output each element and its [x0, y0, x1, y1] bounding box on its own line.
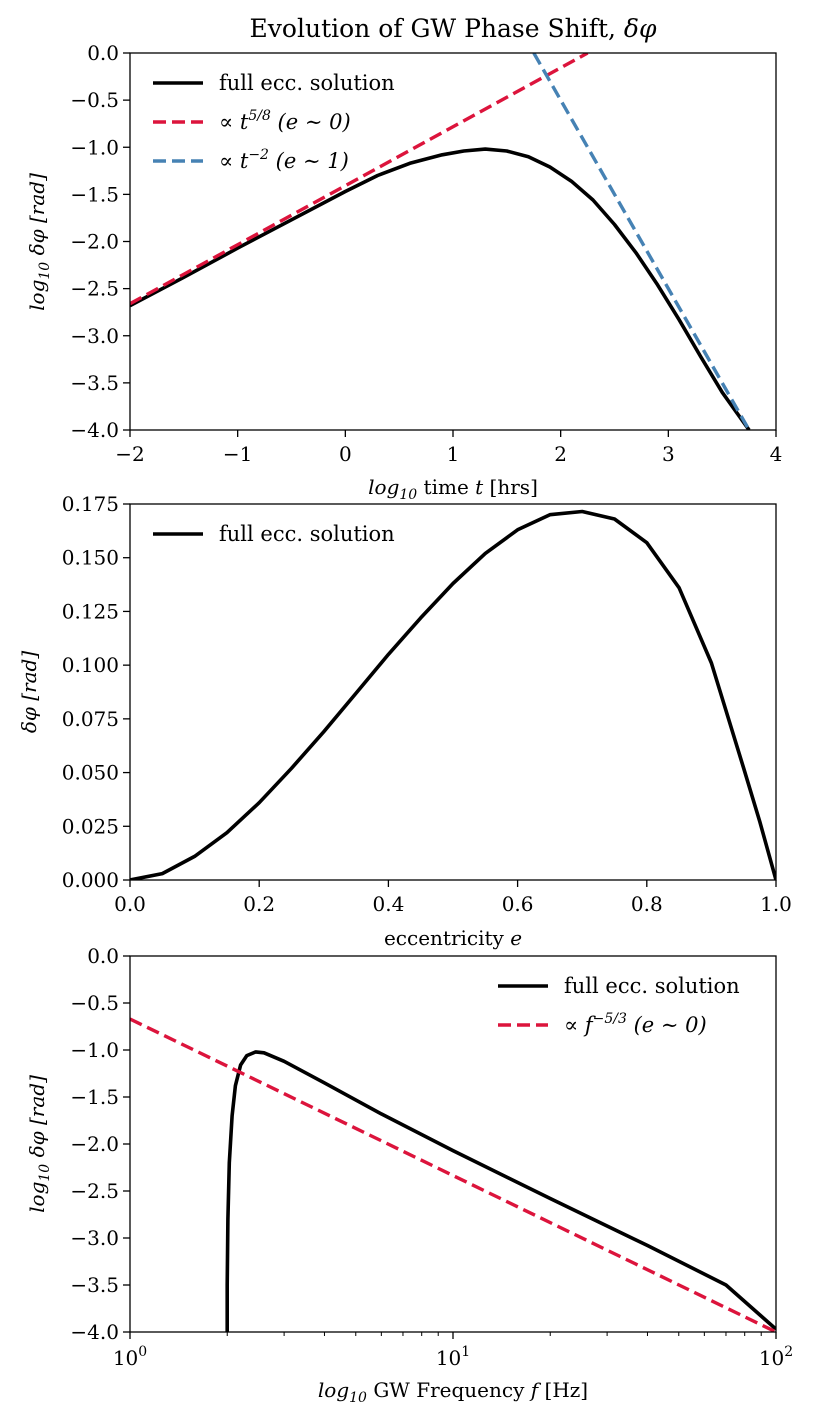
legend-label-t-5-8-e-0: ∝ t5/8 (e ∼ 0) — [219, 108, 351, 134]
x-tick-label: 101 — [436, 1344, 470, 1370]
series-line-full-ecc-solution — [130, 147, 751, 430]
x-axis-label: eccentricity e — [384, 926, 522, 950]
x-tick-label: −2 — [115, 442, 144, 466]
y-tick-label: −2.5 — [70, 277, 119, 301]
x-tick-label: 102 — [759, 1344, 793, 1370]
x-tick-label: 4 — [770, 442, 783, 466]
y-tick-label: 0.050 — [62, 761, 119, 785]
legend: full ecc. solution ∝ t5/8 (e ∼ 0) ∝ t−2 (e… — [153, 71, 395, 173]
y-tick-label: 0.100 — [62, 653, 119, 677]
y-tick-label: −0.5 — [70, 88, 119, 112]
y-tick-label: −3.0 — [70, 324, 119, 348]
legend: full ecc. solution — [153, 522, 395, 546]
y-tick-label: −2.0 — [70, 230, 119, 254]
legend-label-full-ecc-solution: full ecc. solution — [564, 974, 740, 998]
y-tick-label: 0.000 — [62, 868, 119, 892]
y-tick-label: −1.5 — [70, 1085, 119, 1109]
panel-eccentricity: 0.175 0.150 0.125 0.100 0.075 0.050 0.025 0.000… — [17, 492, 792, 950]
series-line-full-ecc-solution — [225, 1050, 776, 1332]
y-axis-label: δφ [rad] — [17, 651, 41, 733]
y-tick-label: 0.125 — [62, 599, 119, 623]
x-axis-label: log10 time t [hrs] — [368, 475, 538, 503]
y-tick-label: −2.5 — [70, 1179, 119, 1203]
y-tick-label: 0.025 — [62, 814, 119, 838]
x-tick-label: −1 — [223, 442, 252, 466]
x-tick-label: 1.0 — [760, 892, 792, 916]
legend-label-t-2-e-1: ∝ t−2 (e ∼ 1) — [219, 147, 349, 173]
plot-frame — [129, 503, 777, 881]
x-tick-label: 0.6 — [502, 892, 534, 916]
y-tick-label: −3.0 — [70, 1226, 119, 1250]
legend: full ecc. solution ∝ f−5/3 (e ∼ 0) — [498, 974, 740, 1037]
y-tick-label: −4.0 — [70, 418, 119, 442]
x-axis-label: log10 GW Frequency f [Hz] — [318, 1378, 588, 1406]
y-tick-label: 0.175 — [62, 492, 119, 516]
y-tick-label: −1.0 — [70, 1038, 119, 1062]
series-line-t-5-8-e-0 — [130, 53, 589, 306]
x-tick-label: 3 — [662, 442, 675, 466]
y-tick-label: 0.0 — [87, 944, 119, 968]
x-tick-label: 0.8 — [631, 892, 663, 916]
y-tick-label: −0.5 — [70, 991, 119, 1015]
y-tick-label: −3.5 — [70, 1273, 119, 1297]
y-tick-label: 0.0 — [87, 41, 119, 65]
legend-label-full-ecc-solution: full ecc. solution — [219, 522, 395, 546]
legend-label-full-ecc-solution: full ecc. solution — [219, 71, 395, 95]
x-tick-label: 0.0 — [114, 892, 146, 916]
y-axis-label: log10 δφ [rad] — [25, 1075, 53, 1213]
x-tick-label: 2 — [554, 442, 567, 466]
y-tick-label: 0.075 — [62, 707, 119, 731]
y-tick-label: −3.5 — [70, 371, 119, 395]
y-tick-label: −4.0 — [70, 1320, 119, 1344]
x-tick-label: 0 — [339, 442, 352, 466]
y-tick-label: 0.150 — [62, 546, 119, 570]
y-tick-label: −1.5 — [70, 182, 119, 206]
figure-title: Evolution of GW Phase Shift, δφ — [250, 14, 657, 43]
x-tick-label: 0.2 — [243, 892, 275, 916]
y-axis-label: log10 δφ [rad] — [25, 173, 53, 311]
series-line-full-ecc-solution — [130, 509, 776, 880]
x-tick-label: 100 — [113, 1344, 147, 1370]
panel-time: 0.0 −0.5 −1.0 −1.5 −2.0 −2.5 −3.0 −3.5 −4.0−2 −1 0… — [25, 41, 782, 503]
x-tick-label: 1 — [447, 442, 460, 466]
y-tick-label: −1.0 — [70, 135, 119, 159]
x-tick-label: 0.4 — [372, 892, 404, 916]
series-line-t-2-e-1 — [532, 53, 751, 430]
legend-label-f-5-3-e-0: ∝ f−5/3 (e ∼ 0) — [564, 1011, 707, 1037]
series-line-f-5-3-e-0 — [130, 1017, 776, 1332]
y-tick-label: −2.0 — [70, 1132, 119, 1156]
